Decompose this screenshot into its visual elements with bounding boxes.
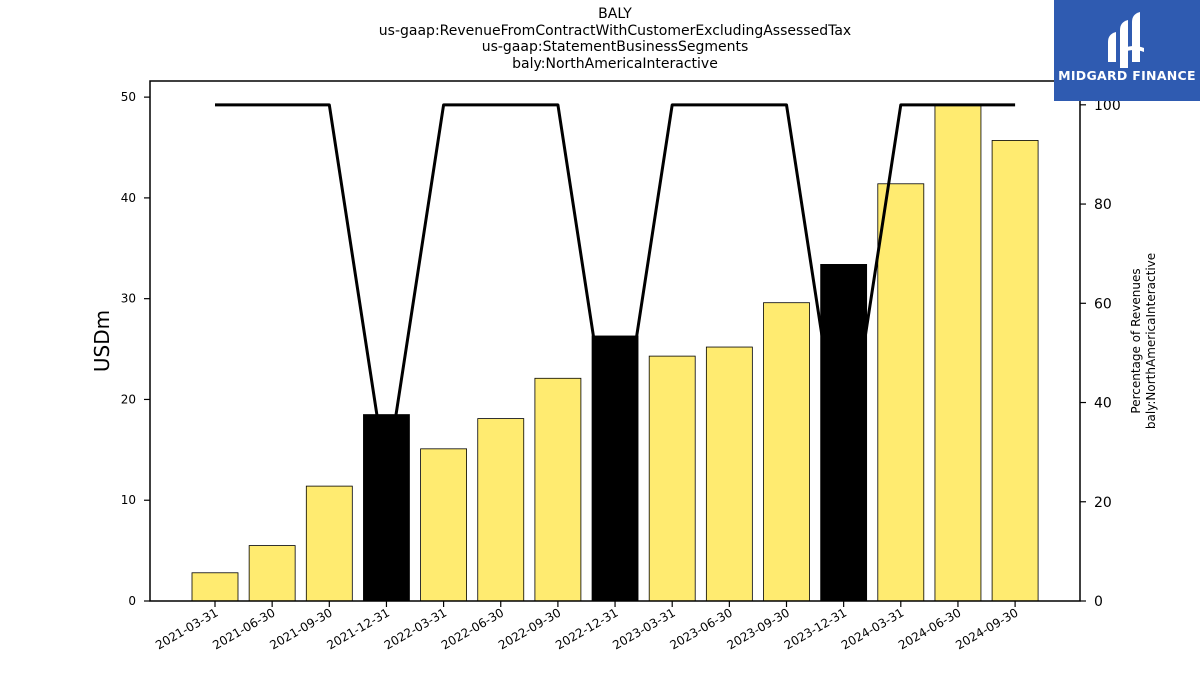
x-tick-label: 2021-03-31 bbox=[153, 605, 220, 652]
bar-2024-09-30 bbox=[991, 140, 1039, 602]
x-tick-label: 2021-09-30 bbox=[267, 605, 334, 652]
midgard-logo-icon bbox=[1108, 12, 1144, 68]
x-tick-label: 2023-12-31 bbox=[782, 605, 849, 652]
bar-2023-12-31 bbox=[820, 264, 868, 602]
x-tick-label: 2022-09-30 bbox=[496, 605, 563, 652]
x-tick-label: 2024-06-30 bbox=[896, 605, 963, 652]
chart-title: BALY us-gaap:RevenueFromContractWithCust… bbox=[0, 6, 1200, 72]
chart-title-line-2: us-gaap:RevenueFromContractWithCustomerE… bbox=[378, 22, 852, 39]
right-tick-label: 100 bbox=[1094, 98, 1121, 114]
x-tick-label: 2024-09-30 bbox=[953, 605, 1020, 652]
left-tick-label: 0 bbox=[128, 594, 136, 608]
chart-title-line-4: baly:NorthAmericaInteractive bbox=[512, 55, 718, 72]
percentage-line-series bbox=[215, 103, 1016, 479]
right-tick-label: 40 bbox=[1094, 396, 1112, 412]
left-tick-label: 30 bbox=[121, 292, 136, 306]
y-axis-label-left: USDm bbox=[90, 310, 114, 372]
bar-series bbox=[191, 104, 1039, 602]
y-axis-label-right: Percentage of Revenues baly:NorthAmerica… bbox=[1129, 253, 1158, 429]
y-axis-label-right-line-2: baly:NorthAmericaInteractive bbox=[1144, 253, 1158, 429]
bar-2024-06-30 bbox=[934, 104, 982, 602]
right-tick-label: 0 bbox=[1094, 594, 1103, 610]
right-axis-ticks: 0 20 40 60 80 100 bbox=[1080, 98, 1121, 610]
bar-2022-03-31 bbox=[420, 448, 468, 602]
y-axis-label-right-line-1: Percentage of Revenues bbox=[1129, 268, 1143, 413]
bar-2023-09-30 bbox=[763, 302, 810, 602]
left-tick-label: 10 bbox=[121, 493, 136, 507]
bar-2022-09-30 bbox=[534, 377, 582, 602]
bar-2024-03-31 bbox=[877, 183, 925, 602]
left-tick-label: 40 bbox=[121, 191, 136, 205]
x-tick-label: 2023-03-31 bbox=[610, 605, 677, 652]
left-axis-ticks: 0 10 20 30 40 50 bbox=[121, 90, 150, 608]
logo-text: MIDGARD FINANCE bbox=[1058, 68, 1196, 83]
chart-title-line-3: us-gaap:StatementBusinessSegments bbox=[481, 39, 749, 55]
bar-2023-03-31 bbox=[648, 355, 696, 602]
right-tick-label: 20 bbox=[1094, 495, 1112, 511]
x-tick-label: 2024-03-31 bbox=[839, 605, 906, 652]
x-tick-label: 2022-06-30 bbox=[439, 605, 506, 652]
x-tick-label: 2023-09-30 bbox=[725, 605, 792, 652]
left-tick-label: 20 bbox=[121, 392, 136, 406]
x-axis-ticks: 2021-03-312021-06-302021-09-302021-12-31… bbox=[153, 601, 1021, 652]
bar-2021-12-31 bbox=[363, 414, 410, 602]
bar-2022-06-30 bbox=[477, 418, 525, 602]
x-tick-label: 2022-12-31 bbox=[553, 605, 620, 652]
percentage-line bbox=[215, 103, 1016, 479]
bar-2023-06-30 bbox=[705, 346, 753, 602]
chart-title-line-1: BALY bbox=[598, 6, 632, 22]
bar-2021-06-30 bbox=[248, 545, 296, 602]
midgard-finance-logo: MIDGARD FINANCE bbox=[1054, 0, 1200, 101]
bar-2021-09-30 bbox=[305, 485, 353, 602]
x-tick-label: 2023-06-30 bbox=[667, 605, 734, 652]
right-tick-label: 60 bbox=[1094, 296, 1112, 312]
x-tick-label: 2022-03-31 bbox=[382, 605, 449, 652]
x-tick-label: 2021-12-31 bbox=[325, 605, 392, 652]
right-tick-label: 80 bbox=[1094, 197, 1112, 213]
x-tick-label: 2021-06-30 bbox=[210, 605, 277, 652]
left-tick-label: 50 bbox=[121, 90, 136, 104]
bar-2021-03-31 bbox=[191, 572, 239, 602]
